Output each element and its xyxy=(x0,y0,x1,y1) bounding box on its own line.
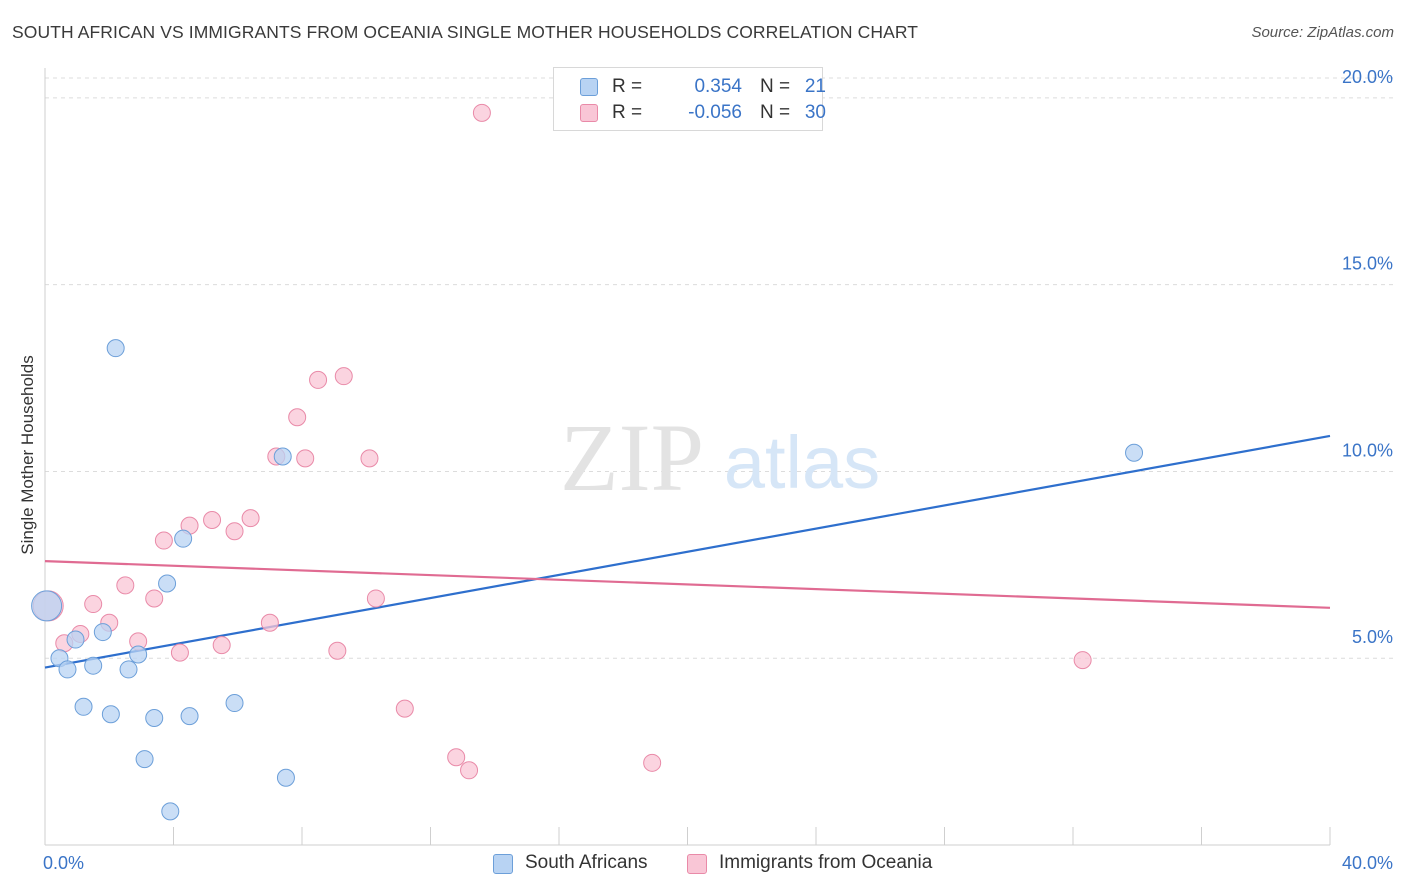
legend-r-label: R = xyxy=(612,102,643,123)
points-layer xyxy=(31,103,1144,821)
oceania-point xyxy=(447,748,466,767)
south-african-point xyxy=(66,630,85,649)
south-africans-trend-line xyxy=(44,434,1331,669)
oceania-point xyxy=(241,509,260,528)
oceania-point xyxy=(460,761,479,780)
oceania-point xyxy=(334,367,353,386)
oceania-point xyxy=(328,641,347,660)
chart-title: SOUTH AFRICAN VS IMMIGRANTS FROM OCEANIA… xyxy=(12,22,919,42)
oceania-point xyxy=(288,408,307,427)
watermark: ZIP atlas xyxy=(560,404,880,511)
legend-n-label: N = xyxy=(760,102,791,123)
oceania-point xyxy=(84,595,103,614)
south-african-point xyxy=(174,529,193,548)
oceania-point xyxy=(309,370,328,389)
oceania-point xyxy=(472,103,491,122)
bottom-legend-swatch-blue xyxy=(493,854,513,874)
oceania-point xyxy=(154,531,173,550)
oceania-point xyxy=(212,636,231,655)
oceania-point xyxy=(296,449,315,468)
south-african-point xyxy=(276,768,295,787)
south-african-point xyxy=(74,697,93,716)
south-african-point xyxy=(101,705,120,724)
bottom-legend-label: South Africans xyxy=(525,852,648,873)
oceania-point xyxy=(260,613,279,632)
legend-r-value: 0.354 xyxy=(694,76,742,97)
south-african-point xyxy=(58,660,77,679)
oceania-point xyxy=(643,753,662,772)
oceania-point xyxy=(170,643,189,662)
legend-r-label: R = xyxy=(612,76,643,97)
y-tick-label: 10.0% xyxy=(1342,440,1393,460)
oceania-trend-line xyxy=(44,559,1331,609)
oceania-point xyxy=(360,449,379,468)
oceania-point xyxy=(225,522,244,541)
south-african-point xyxy=(31,590,63,622)
y-tick-label: 15.0% xyxy=(1342,254,1393,274)
south-african-point xyxy=(158,574,177,593)
oceania-point xyxy=(395,699,414,718)
watermark-atlas: atlas xyxy=(724,421,880,504)
south-african-point xyxy=(84,656,103,675)
y-axis-title: Single Mother Households xyxy=(18,355,37,555)
legend-n-label: N = xyxy=(760,76,791,97)
legend-r-value: -0.056 xyxy=(688,102,742,123)
south-african-point xyxy=(93,623,112,642)
y-tick-label: 5.0% xyxy=(1352,627,1393,647)
tick-labels: 5.0% 10.0% 15.0% 20.0% 0.0% 40.0% xyxy=(43,67,1393,873)
oceania-point xyxy=(1073,651,1092,670)
oceania-point xyxy=(116,576,135,595)
legend-swatch-pink xyxy=(580,104,598,122)
legend-swatch-blue xyxy=(580,78,598,96)
bottom-legend-swatch-pink xyxy=(687,854,707,874)
south-african-point xyxy=(180,707,199,726)
south-african-point xyxy=(129,645,148,664)
correlation-legend: R = 0.354 N = 21 R = -0.056 N = 30 xyxy=(553,67,826,131)
watermark-zip: ZIP xyxy=(560,404,704,511)
south-african-point xyxy=(273,447,292,466)
oceania-point xyxy=(366,589,385,608)
grid-layer xyxy=(45,77,1393,659)
x-tick-label-max: 40.0% xyxy=(1342,853,1393,873)
source-label: Source: ZipAtlas.com xyxy=(1251,24,1394,41)
x-tick-label-min: 0.0% xyxy=(43,853,84,873)
south-african-point xyxy=(119,660,138,679)
south-african-point xyxy=(161,802,180,821)
trend-layer xyxy=(44,434,1331,669)
south-african-point xyxy=(135,750,154,769)
y-tick-label: 20.0% xyxy=(1342,67,1393,87)
oceania-point xyxy=(203,511,222,530)
legend-n-value: 30 xyxy=(804,102,826,123)
south-african-point xyxy=(225,694,244,713)
axis-layer xyxy=(44,68,1331,846)
legend-n-value: 21 xyxy=(804,76,826,97)
south-african-point xyxy=(1125,443,1144,462)
bottom-legend-label: Immigrants from Oceania xyxy=(719,852,933,873)
south-african-point xyxy=(145,708,164,727)
oceania-point xyxy=(145,589,164,608)
south-african-point xyxy=(106,339,125,358)
